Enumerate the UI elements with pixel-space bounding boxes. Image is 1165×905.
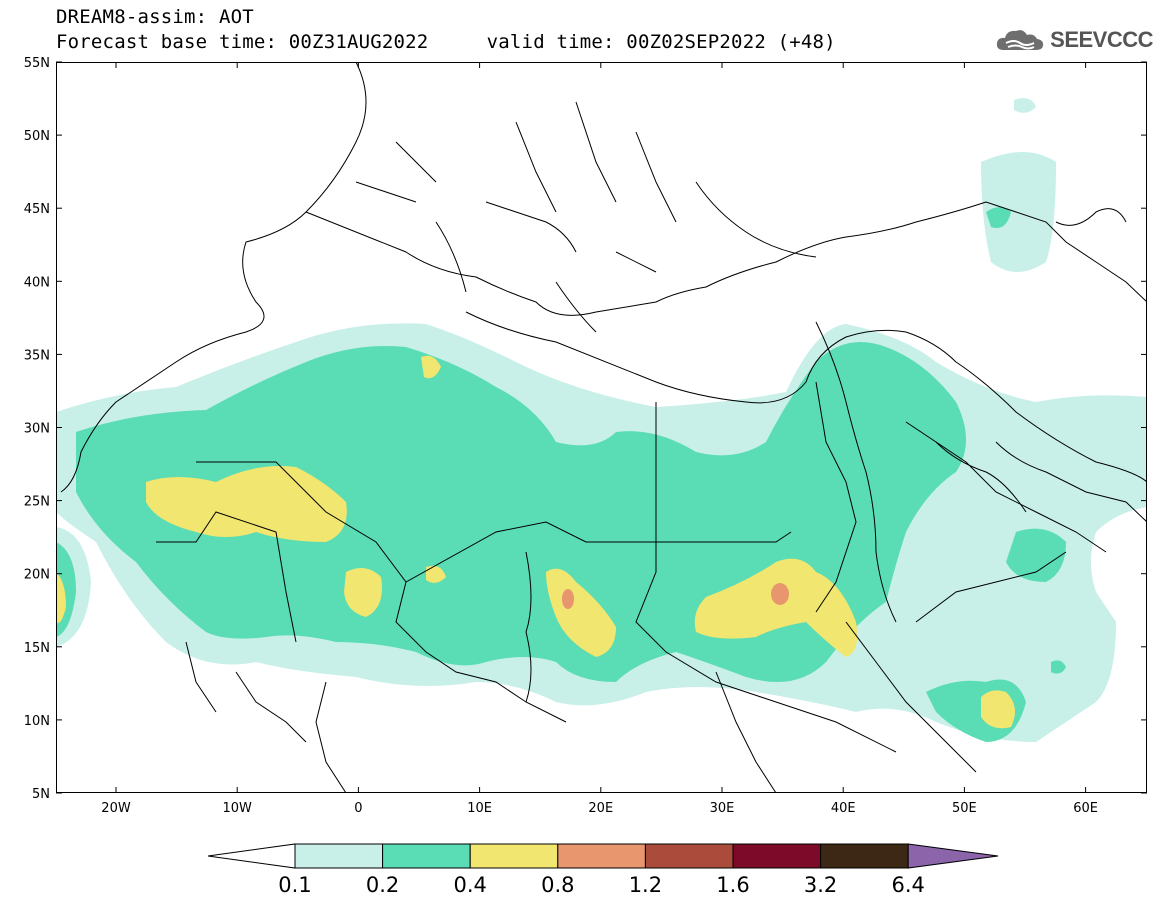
colorbar-box: [820, 843, 909, 869]
lat-label: 15N: [24, 641, 50, 656]
colorbar-box: [644, 843, 734, 869]
lat-label: 55N: [24, 56, 50, 71]
latitude-labels: 55N 50N 45N 40N 35N 30N 25N 20N 15N 10N 5N: [24, 56, 50, 802]
lat-label: 30N: [24, 422, 50, 437]
lon-label: 30E: [710, 801, 735, 816]
lat-label: 25N: [24, 495, 50, 510]
lat-label: 50N: [24, 129, 50, 144]
lon-label: 20E: [588, 801, 613, 816]
colorbar-level-label: 0.1: [278, 873, 311, 897]
lat-label: 10N: [24, 714, 50, 729]
colorbar-box: [732, 843, 822, 869]
logo-text: SEEVCCC: [1050, 27, 1153, 52]
colorbar-under-triangle: [207, 843, 296, 869]
colorbar-level-label: 0.4: [453, 873, 486, 897]
cloud-icon: [997, 30, 1044, 50]
map-area[interactable]: [56, 62, 1147, 793]
lon-label: 20W: [101, 801, 131, 816]
colorbar-level-label: 3.2: [804, 873, 837, 897]
colorbar-level-label: 1.6: [716, 873, 749, 897]
colorbar-box: [557, 843, 646, 869]
colorbar-box: [382, 843, 471, 869]
lat-label: 20N: [24, 568, 50, 583]
lat-label: 45N: [24, 202, 50, 217]
lon-label: 0: [354, 801, 362, 816]
aot-map: [56, 62, 1147, 793]
lat-label: 5N: [32, 787, 50, 802]
title-line-2: Forecast base time: 00Z31AUG2022 valid t…: [56, 31, 836, 53]
lon-label: 40E: [831, 801, 856, 816]
colorbar-level-label: 1.2: [629, 873, 662, 897]
colorbar-boxes: [207, 843, 999, 869]
aot-contour-0.4: [56, 355, 1015, 729]
colorbar-over-triangle: [907, 843, 999, 869]
colorbar-box: [294, 843, 384, 869]
lat-label: 35N: [24, 348, 50, 363]
title-line-1: DREAM8-assim: AOT: [56, 6, 254, 28]
colorbar-labels: 0.1 0.2 0.4 0.8 1.2 1.6 3.2 6.4: [278, 873, 925, 897]
lon-label: 10E: [467, 801, 492, 816]
colorbar-level-label: 6.4: [891, 873, 924, 897]
colorbar-box: [469, 843, 559, 869]
lon-label: 60E: [1073, 801, 1098, 816]
lon-label: 10W: [222, 801, 252, 816]
longitude-labels: 20W 10W 0 10E 20E 30E 40E 50E 60E: [101, 801, 1098, 816]
aot-contour-0.8: [562, 583, 789, 609]
colorbar-level-label: 0.2: [366, 873, 399, 897]
colorbar-level-label: 0.8: [541, 873, 574, 897]
lat-label: 40N: [24, 275, 50, 290]
lon-label: 50E: [952, 801, 977, 816]
country-borders: [56, 62, 1147, 793]
seevccc-logo: SEEVCCC: [994, 26, 1153, 54]
